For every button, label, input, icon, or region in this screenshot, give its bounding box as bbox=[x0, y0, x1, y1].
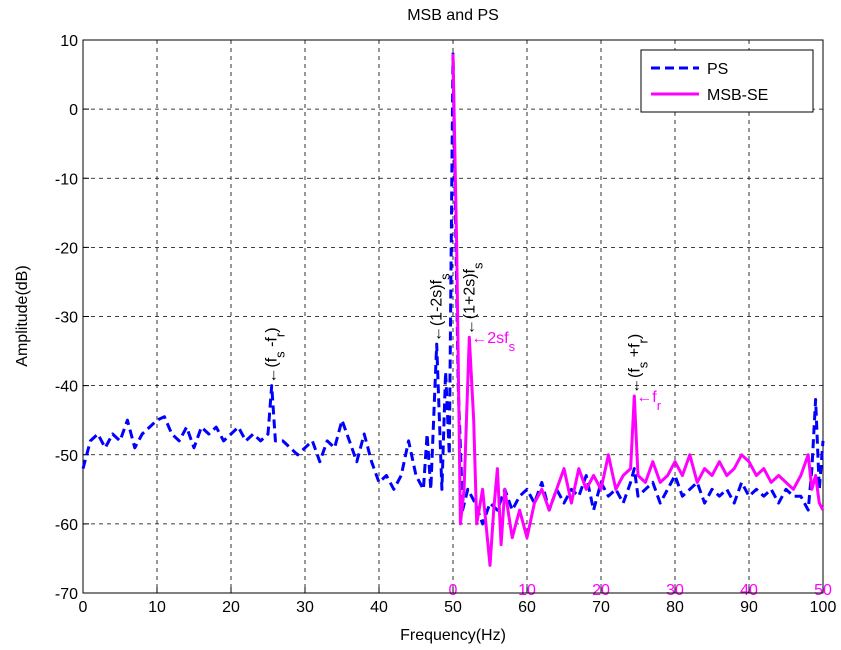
x-tick-label: 100 bbox=[810, 599, 837, 616]
y-tick-label: -20 bbox=[55, 240, 78, 257]
x2-tick-label: 20 bbox=[592, 582, 610, 599]
series-line bbox=[451, 53, 825, 567]
annotation: ←fr bbox=[636, 389, 661, 413]
annotation-part: r bbox=[657, 397, 662, 412]
x-tick-label: 90 bbox=[740, 599, 758, 616]
y-tick-label: -50 bbox=[55, 448, 78, 465]
annotation-part: +f bbox=[626, 343, 643, 362]
x-tick-label: 20 bbox=[222, 599, 240, 616]
annotation-part: s bbox=[437, 273, 452, 280]
x-tick-label: 70 bbox=[592, 599, 610, 616]
x-tick-label: 60 bbox=[518, 599, 536, 616]
annotation-part: ←(1+2s)f bbox=[461, 268, 478, 335]
y-tick-label: -10 bbox=[55, 171, 78, 188]
annotation-part: ) bbox=[626, 334, 643, 339]
annotation: ←(1-2s)fs bbox=[429, 273, 453, 342]
annotation: ←(fs +fr) bbox=[626, 334, 650, 394]
annotation-part: ←(f bbox=[264, 357, 281, 383]
annotation-part: ←(1-2s)f bbox=[429, 279, 446, 342]
x2-tick-label: 0 bbox=[449, 582, 458, 599]
y-tick-label: -60 bbox=[55, 517, 78, 534]
legend-box bbox=[640, 49, 814, 113]
y-axis-label: Amplitude(dB) bbox=[14, 265, 31, 366]
x-tick-label: 50 bbox=[444, 599, 462, 616]
annotation: ←(fs -fr) bbox=[264, 327, 288, 383]
annotation-part: ) bbox=[264, 327, 281, 332]
annotation-part: r bbox=[635, 338, 650, 343]
y-tick-label: -40 bbox=[55, 379, 78, 396]
annotation-part: -f bbox=[264, 337, 281, 352]
annotation-part: ←f bbox=[636, 389, 657, 406]
annotation-part: s bbox=[272, 351, 287, 358]
annotation-part: s bbox=[470, 262, 485, 269]
x-tick-label: 30 bbox=[296, 599, 314, 616]
x2-tick-label: 40 bbox=[740, 582, 758, 599]
annotation-part: ←2sf bbox=[471, 330, 509, 347]
annotation-part: s bbox=[635, 361, 650, 368]
legend-label: PS bbox=[707, 61, 728, 78]
x-tick-label: 80 bbox=[666, 599, 684, 616]
plot-frame bbox=[82, 39, 824, 594]
annotation: ←(1+2s)fs bbox=[461, 262, 485, 335]
x-axis-label: Frequency(Hz) bbox=[400, 627, 506, 644]
y-tick-label: 0 bbox=[69, 102, 78, 119]
chart-title: MSB and PS bbox=[407, 7, 499, 24]
x-tick-label: 40 bbox=[370, 599, 388, 616]
annotation-part: s bbox=[509, 339, 516, 354]
annotation-part: r bbox=[272, 332, 287, 337]
legend-label: MSB-SE bbox=[707, 87, 768, 104]
x-tick-label: 10 bbox=[148, 599, 166, 616]
annotation: ←2sfs bbox=[471, 330, 515, 354]
x2-tick-label: 10 bbox=[518, 582, 536, 599]
x-tick-label: 0 bbox=[79, 599, 88, 616]
y-tick-label: -30 bbox=[55, 310, 78, 327]
x2-tick-label: 30 bbox=[666, 582, 684, 599]
y-tick-label: -70 bbox=[55, 586, 78, 603]
y-tick-label: 10 bbox=[60, 33, 78, 50]
annotation-part: ←(f bbox=[626, 368, 643, 394]
